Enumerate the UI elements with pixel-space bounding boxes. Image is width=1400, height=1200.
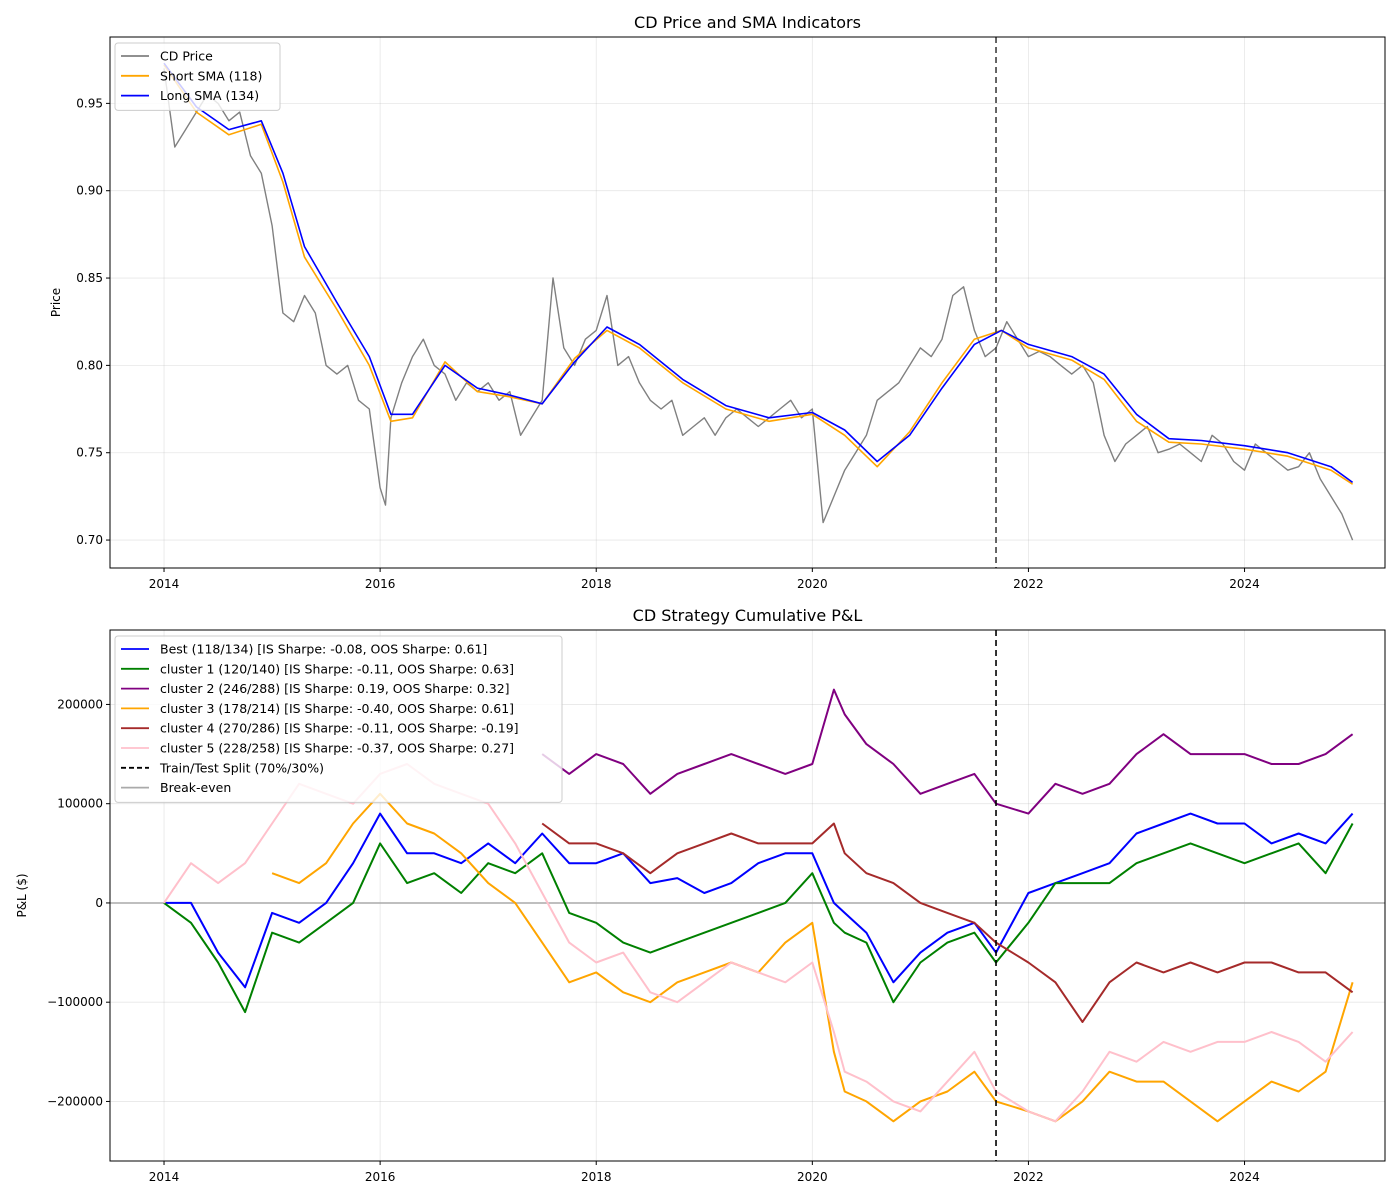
y-tick-label: 0.90 xyxy=(76,184,103,198)
series-line-2 xyxy=(163,62,1354,484)
price-chart: 2014 2016 2018 2020 2022 2024 0.70 0.75 0.80 0.85… xyxy=(49,13,1386,591)
x-tick-label: 2014 xyxy=(149,577,180,591)
y-axis-label: Price xyxy=(49,288,63,317)
y-tick-label: 0.70 xyxy=(76,533,103,547)
y-tick-label: −200000 xyxy=(47,1094,103,1108)
x-tick-label: 2022 xyxy=(1013,577,1044,591)
legend-label: cluster 2 (246/288) [IS Sharpe: 0.19, OO… xyxy=(160,681,510,696)
pnl-chart: 2014 2016 2018 2020 2022 2024 −200000 −100000 0 1… xyxy=(15,606,1386,1184)
legend-label: Train/Test Split (70%/30%) xyxy=(159,760,324,775)
y-tick-label: 200000 xyxy=(57,697,103,711)
series-line-0 xyxy=(163,68,1354,541)
axes-frame xyxy=(109,629,1386,1162)
y-tick-label: 0.80 xyxy=(76,358,103,372)
legend-label: Best (118/134) [IS Sharpe: -0.08, OOS Sh… xyxy=(160,642,487,657)
legend: CD Price Short SMA (118) Long SMA (134) xyxy=(114,42,281,111)
x-tick-label: 2022 xyxy=(1013,1170,1044,1184)
legend-label: CD Price xyxy=(160,49,213,64)
legend-label: Short SMA (118) xyxy=(160,68,262,83)
legend-label: cluster 5 (228/258) [IS Sharpe: -0.37, O… xyxy=(160,741,514,756)
series-line-0 xyxy=(164,812,1354,989)
series-line-5 xyxy=(163,763,1354,1123)
plot-area xyxy=(163,62,1354,541)
legend: Best (118/134) [IS Sharpe: -0.08, OOS Sh… xyxy=(114,635,563,803)
series-line-3 xyxy=(271,792,1354,1123)
legend-box xyxy=(114,42,281,111)
x-tick-label: 2016 xyxy=(365,1170,396,1184)
x-tick-label: 2024 xyxy=(1229,1170,1260,1184)
chart-title: CD Strategy Cumulative P&L xyxy=(633,606,863,625)
legend-label: cluster 4 (270/286) [IS Sharpe: -0.11, O… xyxy=(160,721,519,736)
x-tick-label: 2024 xyxy=(1229,577,1260,591)
y-tick-label: 100000 xyxy=(57,797,103,811)
x-tick-label: 2020 xyxy=(797,577,828,591)
legend-box xyxy=(114,635,563,803)
legend-label: Break-even xyxy=(160,780,231,795)
axes-frame xyxy=(109,36,1386,569)
legend-label: cluster 1 (120/140) [IS Sharpe: -0.11, O… xyxy=(160,661,514,676)
y-tick-label: 0.85 xyxy=(76,271,103,285)
chart-title: CD Price and SMA Indicators xyxy=(634,13,861,32)
x-tick-label: 2016 xyxy=(365,577,396,591)
y-tick-label: 0 xyxy=(95,896,103,910)
y-tick-label: 0.95 xyxy=(76,96,103,110)
series-line-4 xyxy=(541,822,1354,1023)
series-line-1 xyxy=(163,823,1354,1014)
series-line-2 xyxy=(541,688,1354,815)
x-tick-label: 2018 xyxy=(581,577,612,591)
y-axis-label: P&L ($) xyxy=(15,873,29,917)
x-tick-label: 2018 xyxy=(581,1170,612,1184)
legend-label: Long SMA (134) xyxy=(160,88,259,103)
y-tick-label: 0.75 xyxy=(76,446,103,460)
y-tick-label: −100000 xyxy=(47,995,103,1009)
x-tick-label: 2014 xyxy=(149,1170,180,1184)
legend-label: cluster 3 (178/214) [IS Sharpe: -0.40, O… xyxy=(160,701,514,716)
x-tick-label: 2020 xyxy=(797,1170,828,1184)
series-line-1 xyxy=(163,64,1354,485)
